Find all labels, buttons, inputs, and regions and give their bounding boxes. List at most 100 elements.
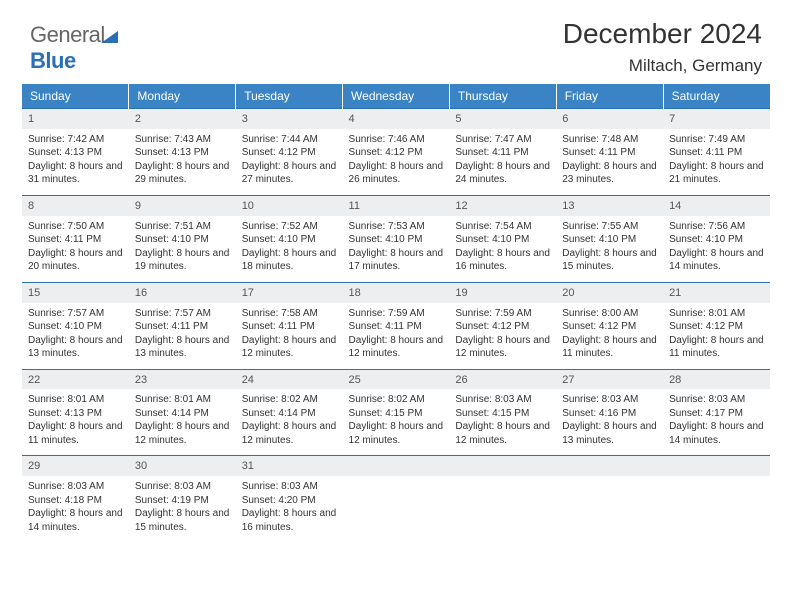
day-number: 28 [663,370,770,390]
day-number: 25 [343,370,450,390]
day-number: 10 [236,196,343,216]
calendar-week-row: 8Sunrise: 7:50 AMSunset: 4:11 PMDaylight… [22,195,770,282]
day-number: 17 [236,283,343,303]
day-number: 6 [556,109,663,129]
day-daylight: Daylight: 8 hours and 21 minutes. [669,160,764,187]
calendar-day-cell: 9Sunrise: 7:51 AMSunset: 4:10 PMDaylight… [129,195,236,282]
day-daylight: Daylight: 8 hours and 12 minutes. [135,420,230,447]
day-sunrise: Sunrise: 7:50 AM [28,220,123,234]
day-sunrise: Sunrise: 8:03 AM [669,393,764,407]
day-daylight: Daylight: 8 hours and 20 minutes. [28,247,123,274]
day-number: 11 [343,196,450,216]
day-number: 2 [129,109,236,129]
day-sunrise: Sunrise: 7:55 AM [562,220,657,234]
day-daylight: Daylight: 8 hours and 26 minutes. [349,160,444,187]
day-number: 19 [449,283,556,303]
day-sunrise: Sunrise: 8:03 AM [242,480,337,494]
calendar-day-cell: 16Sunrise: 7:57 AMSunset: 4:11 PMDayligh… [129,282,236,369]
day-sunset: Sunset: 4:11 PM [562,146,657,160]
day-daylight: Daylight: 8 hours and 13 minutes. [562,420,657,447]
day-sunset: Sunset: 4:10 PM [135,233,230,247]
day-daylight: Daylight: 8 hours and 12 minutes. [455,334,550,361]
calendar-day-cell: 20Sunrise: 8:00 AMSunset: 4:12 PMDayligh… [556,282,663,369]
day-sunrise: Sunrise: 7:49 AM [669,133,764,147]
weekday-header: Friday [556,84,663,109]
day-number: 26 [449,370,556,390]
calendar-day-cell: 21 Sunrise: 8:01 AMSunset: 4:12 PMDayligh… [663,282,770,369]
day-sunrise: Sunrise: 7:44 AM [242,133,337,147]
calendar-day-cell: 8 Sunrise: 7:50 AMSunset: 4:11 PMDaylight… [22,195,129,282]
calendar-day-cell: 3Sunrise: 7:44 AMSunset: 4:12 PMDaylight… [236,109,343,196]
calendar-day-cell: 30Sunrise: 8:03 AMSunset: 4:19 PMDayligh… [129,456,236,542]
logo-triangle-icon [101,30,119,44]
calendar-day-cell: 19Sunrise: 7:59 AMSunset: 4:12 PMDayligh… [449,282,556,369]
day-number: 8 [22,196,129,216]
day-sunset: Sunset: 4:10 PM [28,320,123,334]
location-label: Miltach, Germany [629,56,762,76]
calendar-day-cell: 14Sunrise: 7:56 AMSunset: 4:10 PMDayligh… [663,195,770,282]
day-daylight: Daylight: 8 hours and 16 minutes. [242,507,337,534]
day-sunset: Sunset: 4:10 PM [455,233,550,247]
day-number: 27 [556,370,663,390]
empty-day [449,456,556,476]
day-sunrise: Sunrise: 7:48 AM [562,133,657,147]
calendar-day-cell: 23Sunrise: 8:01 AMSunset: 4:14 PMDayligh… [129,369,236,456]
calendar-day-cell: 1Sunrise: 7:42 AMSunset: 4:13 PMDaylight… [22,109,129,196]
day-sunrise: Sunrise: 8:02 AM [349,393,444,407]
day-number: 13 [556,196,663,216]
calendar-day-cell: 5Sunrise: 7:47 AMSunset: 4:11 PMDaylight… [449,109,556,196]
brand-part2: Blue [30,48,76,73]
day-sunrise: Sunrise: 8:01 AM [28,393,123,407]
day-sunset: Sunset: 4:11 PM [242,320,337,334]
day-number: 15 [22,283,129,303]
weekday-header: Thursday [449,84,556,109]
calendar-day-cell [556,456,663,542]
calendar-day-cell: 26Sunrise: 8:03 AMSunset: 4:15 PMDayligh… [449,369,556,456]
day-sunrise: Sunrise: 8:00 AM [562,307,657,321]
weekday-header: Tuesday [236,84,343,109]
day-sunset: Sunset: 4:11 PM [669,146,764,160]
day-number: 3 [236,109,343,129]
day-sunrise: Sunrise: 8:02 AM [242,393,337,407]
day-number: 5 [449,109,556,129]
page-title: December 2024 [563,18,762,50]
day-daylight: Daylight: 8 hours and 31 minutes. [28,160,123,187]
day-sunset: Sunset: 4:10 PM [242,233,337,247]
weekday-header-row: Sunday Monday Tuesday Wednesday Thursday… [22,84,770,109]
day-sunset: Sunset: 4:11 PM [28,233,123,247]
calendar-day-cell [449,456,556,542]
calendar-day-cell: 22Sunrise: 8:01 AMSunset: 4:13 PMDayligh… [22,369,129,456]
calendar-day-cell: 2Sunrise: 7:43 AMSunset: 4:13 PMDaylight… [129,109,236,196]
empty-day [343,456,450,476]
calendar-day-cell: 27Sunrise: 8:03 AMSunset: 4:16 PMDayligh… [556,369,663,456]
day-sunset: Sunset: 4:13 PM [135,146,230,160]
day-sunset: Sunset: 4:18 PM [28,494,123,508]
day-sunrise: Sunrise: 8:01 AM [669,307,764,321]
calendar-day-cell: 17Sunrise: 7:58 AMSunset: 4:11 PMDayligh… [236,282,343,369]
calendar-day-cell: 11Sunrise: 7:53 AMSunset: 4:10 PMDayligh… [343,195,450,282]
day-number: 24 [236,370,343,390]
day-number: 23 [129,370,236,390]
day-sunrise: Sunrise: 8:03 AM [455,393,550,407]
day-daylight: Daylight: 8 hours and 11 minutes. [669,334,764,361]
day-sunset: Sunset: 4:11 PM [455,146,550,160]
day-daylight: Daylight: 8 hours and 14 minutes. [28,507,123,534]
day-sunset: Sunset: 4:17 PM [669,407,764,421]
day-number: 21 [663,283,770,303]
calendar-week-row: 29Sunrise: 8:03 AMSunset: 4:18 PMDayligh… [22,456,770,542]
day-sunset: Sunset: 4:12 PM [349,146,444,160]
day-daylight: Daylight: 8 hours and 14 minutes. [669,247,764,274]
day-sunset: Sunset: 4:19 PM [135,494,230,508]
day-daylight: Daylight: 8 hours and 12 minutes. [349,334,444,361]
day-sunrise: Sunrise: 7:51 AM [135,220,230,234]
day-number: 7 [663,109,770,129]
day-number: 18 [343,283,450,303]
day-sunrise: Sunrise: 7:59 AM [455,307,550,321]
calendar-table: Sunday Monday Tuesday Wednesday Thursday… [22,84,770,542]
day-sunset: Sunset: 4:12 PM [669,320,764,334]
day-sunrise: Sunrise: 7:43 AM [135,133,230,147]
day-daylight: Daylight: 8 hours and 12 minutes. [242,420,337,447]
day-sunset: Sunset: 4:12 PM [562,320,657,334]
day-sunrise: Sunrise: 8:01 AM [135,393,230,407]
calendar-day-cell: 12Sunrise: 7:54 AMSunset: 4:10 PMDayligh… [449,195,556,282]
